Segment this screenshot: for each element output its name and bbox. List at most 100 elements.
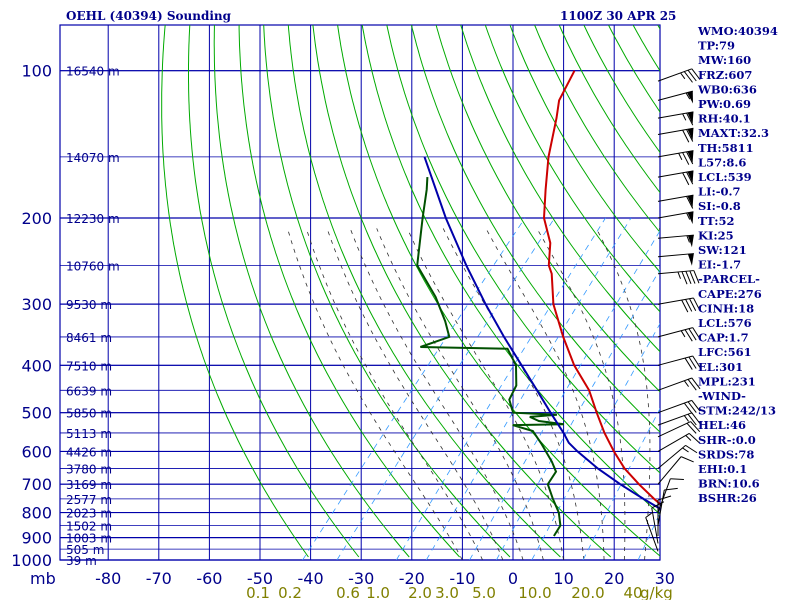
- barb-pennant: [687, 170, 694, 184]
- mixing-ratio-lines: [302, 217, 660, 560]
- wind-barb: [657, 478, 684, 513]
- barb-flag: [690, 421, 701, 433]
- index-item: TP:79: [698, 39, 735, 53]
- barb-flag: [689, 298, 697, 311]
- mixing-ratio-label: 0.6: [336, 584, 360, 600]
- index-item: HEL:46: [698, 418, 746, 432]
- index-item: KI:25: [698, 228, 734, 242]
- moist-adiabat: [287, 228, 463, 560]
- barb-half-flag: [645, 512, 652, 518]
- barb-flag: [693, 270, 700, 284]
- barb-flag: [692, 355, 701, 368]
- wind-barb: [657, 495, 672, 536]
- barb-half-flag: [678, 153, 683, 161]
- barb-staff: [657, 444, 686, 469]
- dry-adiabat: [534, 25, 660, 234]
- moist-adiabat: [658, 228, 660, 232]
- height-label: 7510 m: [66, 359, 112, 373]
- dry-adiabat: [509, 25, 660, 273]
- mixing-ratio-label: 40: [623, 584, 642, 600]
- index-item: CAP:1.7: [698, 331, 749, 345]
- barb-staff: [657, 412, 692, 426]
- index-item: CAPE:276: [698, 287, 762, 301]
- sounding-time: 1100Z 30 APR 25: [560, 9, 676, 23]
- pressure-tick-label: 500: [21, 404, 52, 423]
- wind-barb: [657, 253, 694, 266]
- barb-staff: [645, 517, 659, 552]
- barb-flag: [688, 433, 700, 444]
- mixing-ratio-line: [425, 217, 632, 560]
- height-label: 5850 m: [66, 407, 112, 421]
- index-item: LI:-0.7: [698, 185, 741, 199]
- barb-staff: [651, 507, 659, 544]
- parcel-line: [423, 156, 660, 510]
- barb-flag: [682, 172, 690, 186]
- barb-flag: [681, 271, 688, 285]
- barb-half-flag: [686, 212, 691, 220]
- index-item: TH:5811: [698, 141, 754, 155]
- height-label: 6639 m: [66, 384, 112, 398]
- wind-barb: [657, 487, 678, 526]
- barb-pennant: [687, 128, 694, 141]
- barb-staff: [657, 432, 690, 452]
- height-label: 5113 m: [66, 427, 112, 441]
- barb-flag: [689, 270, 696, 284]
- wind-barb: [657, 194, 694, 209]
- height-label: 8461 m: [66, 331, 112, 345]
- temperature-tick-label: 20: [604, 569, 624, 588]
- dry-adiabat: [583, 25, 660, 154]
- mixing-ratio-line: [637, 512, 660, 560]
- moist-adiabat: [595, 228, 651, 560]
- barb-flag: [686, 196, 694, 209]
- barb-half-flag: [682, 447, 689, 453]
- dry-adiabat: [161, 25, 309, 558]
- barb-flag: [683, 71, 693, 83]
- index-item: STM:242/13: [698, 404, 776, 418]
- wind-barb: [657, 432, 700, 452]
- height-label: 16540 m: [66, 65, 120, 79]
- pressure-tick-label: 400: [21, 356, 52, 375]
- dry-adiabat: [435, 25, 660, 393]
- barb-flag: [684, 357, 693, 370]
- mb-label: mb: [30, 569, 56, 588]
- pressure-tick-label: 100: [21, 62, 52, 81]
- temperature-tick-label: -70: [146, 569, 172, 588]
- barb-half-flag: [683, 380, 689, 387]
- height-label: 14070 m: [66, 151, 120, 165]
- barb-flag: [688, 328, 697, 341]
- dry-adiabat: [411, 25, 660, 433]
- index-item: TT:52: [698, 214, 735, 228]
- barb-flag: [686, 112, 694, 126]
- wind-barb: [657, 377, 701, 391]
- height-label: 2023 m: [66, 507, 112, 521]
- barb-half-flag: [682, 113, 687, 121]
- barb-flag: [680, 456, 694, 463]
- temperature-tick-label: -10: [449, 569, 475, 588]
- dry-adiabat: [263, 25, 511, 558]
- index-item: BSHR:26: [698, 491, 757, 505]
- temperature-tick-label: -60: [196, 569, 222, 588]
- barb-staff: [657, 297, 694, 305]
- mixing-ratio-label: 3.0: [435, 584, 459, 600]
- pressure-tick-label: 200: [21, 209, 52, 228]
- index-item: SW:121: [698, 243, 747, 257]
- barb-flag: [682, 129, 690, 143]
- mixing-ratio-line: [302, 217, 526, 560]
- barb-pennant: [687, 150, 694, 163]
- barb-pennant: [687, 111, 694, 125]
- mixing-ratio-label: 5.0: [472, 584, 496, 600]
- wind-barb: [657, 297, 701, 313]
- wind-barb: [657, 444, 698, 469]
- index-item: PW:0.69: [698, 97, 751, 111]
- sounding-traces: [416, 70, 660, 537]
- moist-adiabat: [326, 228, 504, 560]
- mixing-ratio-line: [496, 268, 660, 560]
- dry-adiabat: [756, 25, 800, 557]
- barb-flag: [692, 327, 701, 340]
- index-item: RH:40.1: [698, 112, 751, 126]
- height-label: 9530 m: [66, 298, 112, 312]
- dry-adiabat: [361, 25, 660, 515]
- dry-adiabat: [287, 25, 561, 558]
- wind-barb: [657, 170, 694, 186]
- barb-flag: [687, 413, 697, 426]
